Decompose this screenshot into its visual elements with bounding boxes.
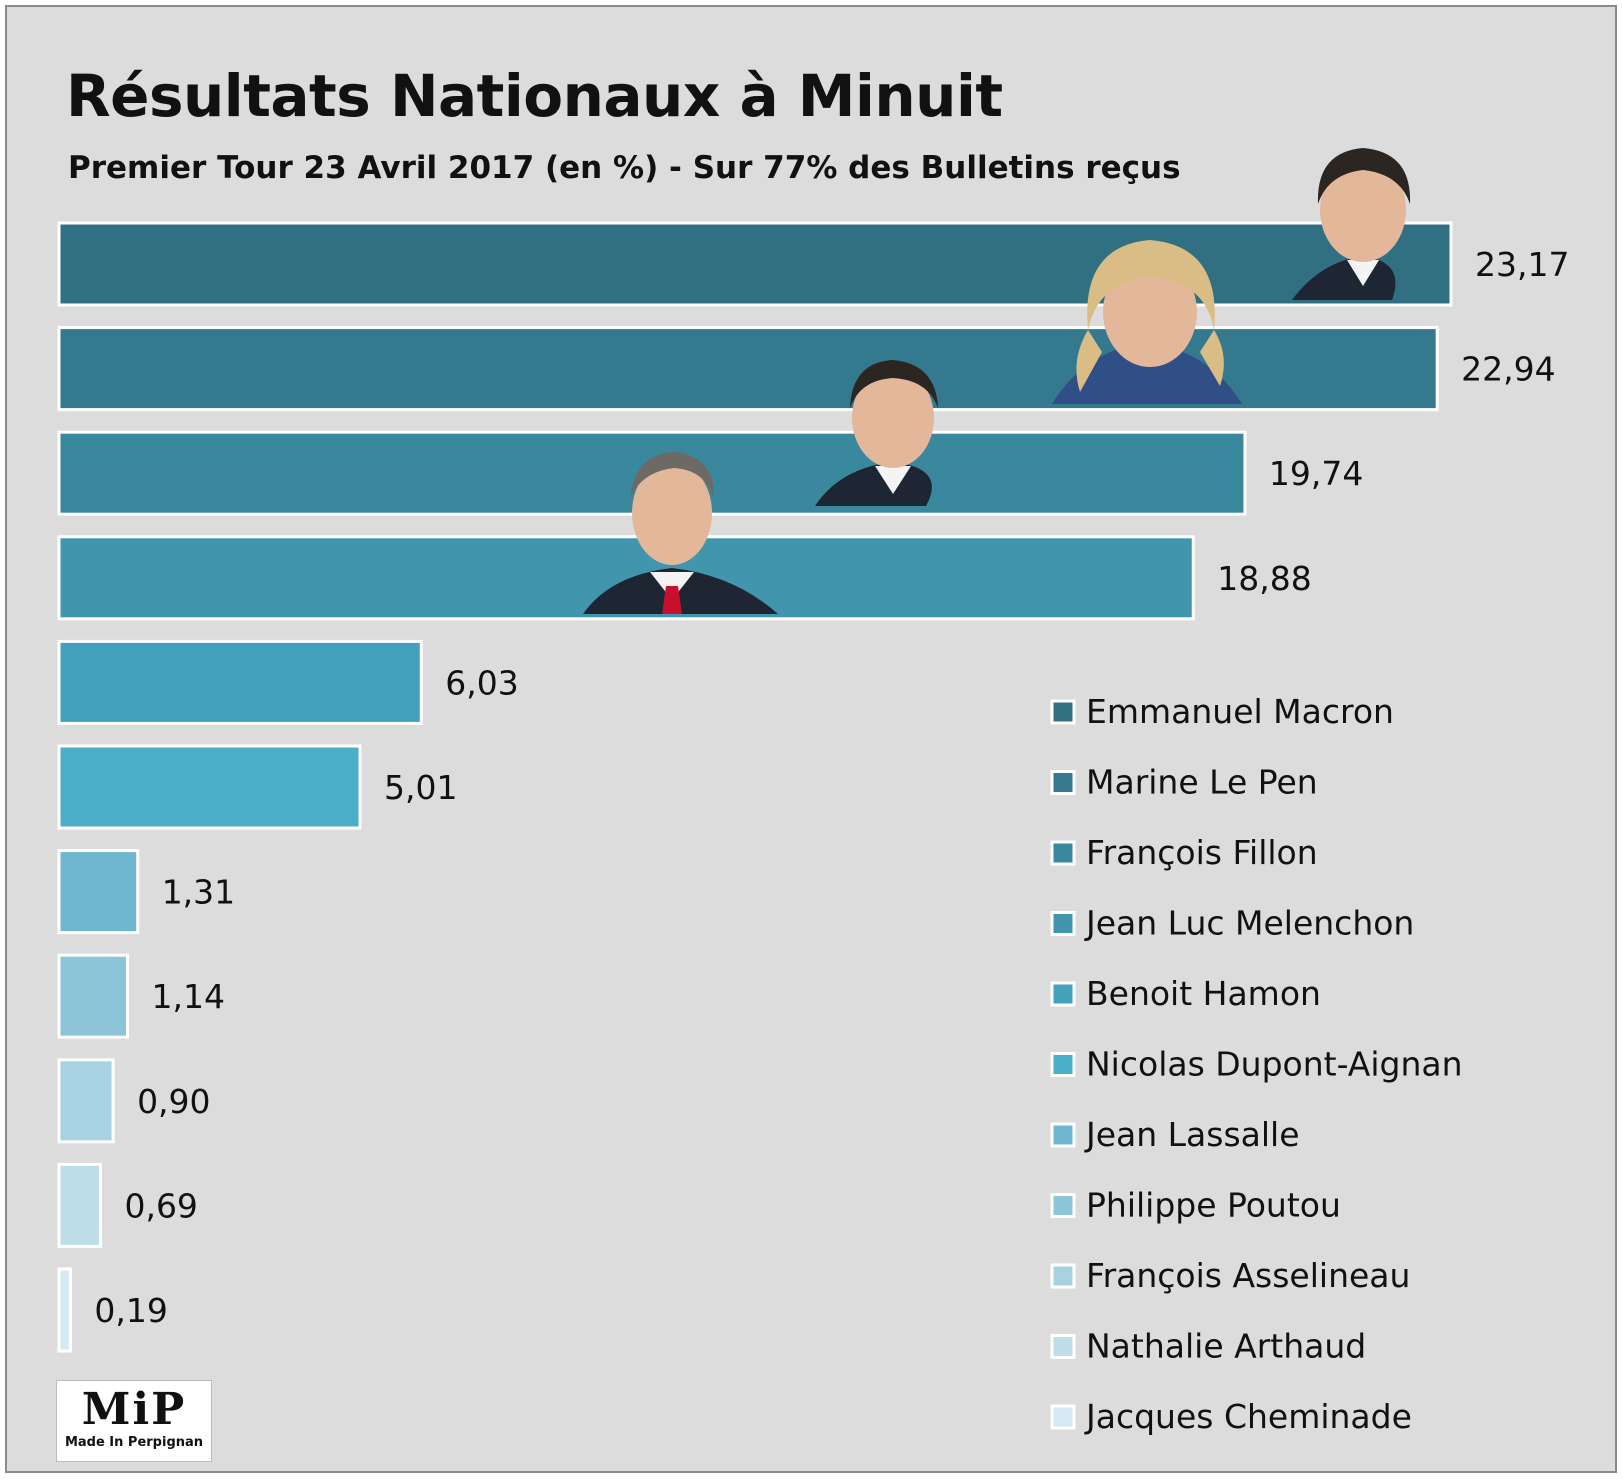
legend-swatch-jacques-cheminade bbox=[1050, 1404, 1076, 1430]
legend-swatch-fran-ois-asselineau bbox=[1050, 1263, 1076, 1289]
value-label-fran-ois-fillon: 19,74 bbox=[1269, 454, 1363, 493]
logo-text: Made In Perpignan bbox=[64, 1435, 204, 1450]
legend-label-emmanuel-macron: Emmanuel Macron bbox=[1086, 692, 1394, 731]
legend-swatch-marine-le-pen bbox=[1050, 770, 1076, 795]
portrait-fillon bbox=[815, 360, 938, 506]
value-label-jean-luc-melenchon: 18,88 bbox=[1217, 559, 1311, 598]
value-label-emmanuel-macron: 23,17 bbox=[1475, 245, 1569, 284]
candidate-portraits bbox=[583, 148, 1411, 614]
chart-subtitle: Premier Tour 23 Avril 2017 (en %) - Sur … bbox=[68, 150, 1181, 186]
bar-nathalie-arthaud bbox=[57, 1162, 102, 1248]
legend-label-benoit-hamon: Benoit Hamon bbox=[1086, 974, 1321, 1013]
legend-swatch-jean-luc-melenchon bbox=[1050, 911, 1076, 936]
legend-label-fran-ois-fillon: François Fillon bbox=[1086, 833, 1318, 872]
legend-label-jean-lassalle: Jean Lassalle bbox=[1084, 1115, 1300, 1154]
legend-swatch-emmanuel-macron bbox=[1050, 699, 1076, 725]
legend: Emmanuel Macron Marine Le Pen François Fil… bbox=[1050, 692, 1463, 1436]
bar-fran-ois-asselineau bbox=[57, 1058, 115, 1144]
legend-swatch-nicolas-dupont-aignan bbox=[1050, 1052, 1076, 1077]
value-label-fran-ois-asselineau: 0,90 bbox=[137, 1082, 210, 1121]
logo-mark: MiP bbox=[81, 1384, 187, 1435]
legend-label-nicolas-dupont-aignan: Nicolas Dupont-Aignan bbox=[1086, 1045, 1463, 1084]
value-label-philippe-poutou: 1,14 bbox=[151, 977, 224, 1016]
legend-label-fran-ois-asselineau: François Asselineau bbox=[1086, 1256, 1410, 1295]
legend-swatch-fran-ois-fillon bbox=[1050, 840, 1076, 866]
legend-label-nathalie-arthaud: Nathalie Arthaud bbox=[1086, 1327, 1366, 1366]
legend-swatch-jean-lassalle bbox=[1050, 1122, 1076, 1148]
legend-swatch-nathalie-arthaud bbox=[1050, 1334, 1076, 1359]
legend-label-philippe-poutou: Philippe Poutou bbox=[1086, 1186, 1341, 1225]
chart-title: Résultats Nationaux à Minuit bbox=[66, 62, 1003, 130]
bar-emmanuel-macron bbox=[57, 221, 1453, 307]
portrait-melenchon bbox=[583, 452, 778, 614]
value-label-nathalie-arthaud: 0,69 bbox=[124, 1186, 197, 1225]
value-labels-group: 23,17 22,94 19,74 18,88 6,03 5,01 1,31 1,14 0,90… bbox=[94, 245, 1569, 1330]
value-label-jean-lassalle: 1,31 bbox=[162, 873, 235, 912]
legend-swatch-philippe-poutou bbox=[1050, 1193, 1076, 1218]
value-label-nicolas-dupont-aignan: 5,01 bbox=[384, 768, 457, 807]
mip-logo: MiP Made In Perpignan bbox=[56, 1380, 212, 1462]
value-label-marine-le-pen: 22,94 bbox=[1461, 350, 1555, 389]
legend-label-marine-le-pen: Marine Le Pen bbox=[1086, 763, 1318, 802]
legend-label-jacques-cheminade: Jacques Cheminade bbox=[1084, 1397, 1412, 1436]
legend-swatch-benoit-hamon bbox=[1050, 981, 1076, 1007]
value-label-benoit-hamon: 6,03 bbox=[445, 663, 518, 702]
portrait-le-pen bbox=[1052, 240, 1242, 404]
bar-benoit-hamon bbox=[57, 639, 423, 725]
value-label-jacques-cheminade: 0,19 bbox=[94, 1291, 167, 1330]
legend-label-jean-luc-melenchon: Jean Luc Melenchon bbox=[1084, 904, 1414, 943]
bar-nicolas-dupont-aignan bbox=[57, 744, 362, 830]
portrait-macron bbox=[1292, 148, 1411, 300]
bar-philippe-poutou bbox=[57, 953, 129, 1039]
bar-jean-lassalle bbox=[57, 849, 140, 935]
bar-jacques-cheminade bbox=[57, 1267, 72, 1353]
